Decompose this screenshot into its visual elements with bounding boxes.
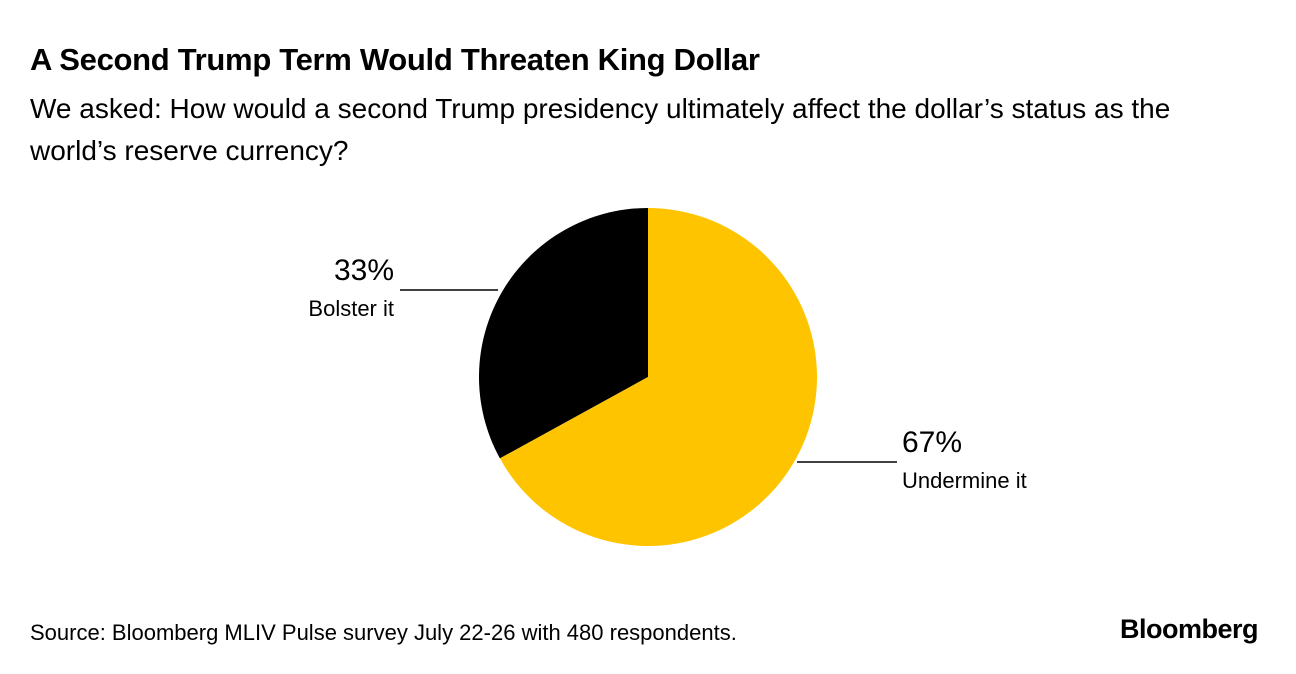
source-note: Source: Bloomberg MLIV Pulse survey July… <box>30 620 737 645</box>
pie-slice-bolster <box>479 208 648 459</box>
chart-subtitle: We asked: How would a second Trump presi… <box>30 93 1171 166</box>
bloomberg-logo: Bloomberg <box>1119 614 1259 644</box>
chart-title: A Second Trump Term Would Threaten King … <box>30 42 760 77</box>
data-label-bolster: Bolster it <box>308 296 394 321</box>
data-label-undermine-value: 67% <box>902 426 963 459</box>
data-label-undermine: Undermine it <box>902 468 1027 493</box>
pie-slice-undermine <box>499 208 818 546</box>
data-label-bolster-value: 33% <box>333 254 394 287</box>
